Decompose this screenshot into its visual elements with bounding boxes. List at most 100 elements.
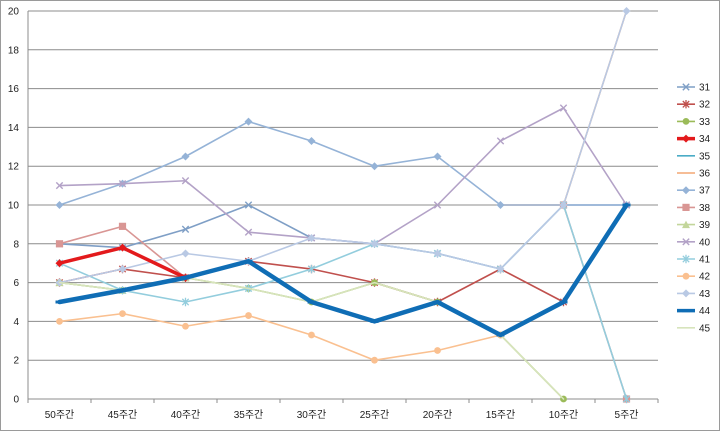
- data-point-38: [118, 222, 127, 230]
- data-point-31: [244, 201, 253, 209]
- legend-label: 32: [699, 100, 711, 111]
- data-point-37: [307, 136, 316, 145]
- data-point-37: [181, 152, 190, 161]
- legend-marker: [682, 100, 690, 109]
- data-point-43: [622, 7, 631, 15]
- legend-item-31: 31: [677, 83, 711, 94]
- legend-label: 39: [699, 220, 711, 231]
- data-point-31: [181, 225, 190, 233]
- data-point-38: [55, 240, 64, 248]
- data-point-44: [370, 319, 379, 323]
- data-point-43: [118, 265, 127, 274]
- legend-item-34: 34: [677, 134, 711, 145]
- legend-marker: [682, 186, 690, 195]
- data-point-41: [622, 394, 631, 404]
- data-point-42: [245, 312, 252, 319]
- series-layer: [55, 7, 631, 404]
- x-tick-label: 15주간: [486, 409, 516, 421]
- y-tick-label: 16: [8, 84, 20, 95]
- x-tick-label: 35주간: [234, 409, 264, 421]
- legend-label: 37: [699, 186, 711, 197]
- series-line-44: [57, 202, 629, 338]
- data-point-37: [370, 162, 379, 171]
- legend-label: 45: [699, 323, 711, 334]
- y-tick-label: 8: [13, 239, 19, 250]
- series-44: [55, 202, 631, 338]
- data-point-42: [119, 310, 126, 318]
- legend-item-41: 41: [677, 255, 711, 266]
- data-point-40: [496, 137, 505, 145]
- data-point-42: [434, 347, 441, 354]
- series-31: [55, 201, 631, 273]
- y-tick-label: 6: [13, 278, 19, 289]
- y-tick-label: 14: [8, 123, 20, 134]
- x-tick-label: 30주간: [297, 409, 327, 421]
- x-tick-label: 25주간: [360, 409, 390, 421]
- legend-item-40: 40: [677, 237, 711, 248]
- legend-marker: [682, 272, 690, 280]
- legend-label: 35: [699, 151, 711, 162]
- data-point-44: [622, 203, 631, 207]
- data-point-41: [181, 297, 190, 307]
- data-point-44: [307, 300, 316, 304]
- legend-marker: [682, 254, 690, 264]
- data-point-44: [55, 300, 64, 304]
- data-point-37: [496, 201, 505, 209]
- legend-marker: [682, 238, 690, 246]
- legend-label: 40: [699, 237, 711, 248]
- series-43: [55, 7, 631, 287]
- legend-item-37: 37: [677, 186, 711, 197]
- series-line-42: [58, 312, 502, 362]
- data-point-40: [118, 179, 127, 188]
- legend-item-35: 35: [677, 151, 711, 162]
- data-point-43: [181, 249, 190, 258]
- data-point-42: [182, 322, 189, 330]
- legend-item-36: 36: [677, 169, 711, 180]
- series-line-37: [58, 120, 628, 206]
- y-axis: 0 2 4 6 8 10 12 14 16 18 20: [8, 7, 29, 406]
- legend-label: 41: [699, 255, 711, 266]
- data-point-44: [433, 300, 442, 304]
- data-point-41: [307, 264, 316, 274]
- data-point-37: [55, 201, 64, 209]
- y-tick-label: 12: [8, 162, 20, 173]
- legend-label: 42: [699, 272, 711, 283]
- legend-item-32: 32: [677, 100, 711, 111]
- series-line-35: [58, 260, 502, 336]
- data-point-37: [244, 117, 253, 126]
- legend-item-38: 38: [677, 203, 711, 214]
- data-point-42: [56, 318, 63, 325]
- data-point-40: [559, 104, 568, 112]
- y-tick-label: 4: [13, 317, 19, 328]
- legend-marker: [682, 134, 690, 143]
- grid-lines: [28, 10, 658, 400]
- x-tick-label: 50주간: [45, 409, 75, 421]
- legend-marker: [682, 220, 690, 229]
- series-42: [56, 310, 504, 364]
- data-point-44: [559, 300, 568, 304]
- x-axis: 50주간 45주간 40주간 35주간 30주간 25주간 20주간 15주간 10주간 5주간: [27, 399, 659, 421]
- data-point-43: [433, 249, 442, 258]
- x-tick-label: 45주간: [108, 409, 138, 421]
- data-point-43: [370, 239, 379, 248]
- series-35: [58, 260, 502, 336]
- legend-label: 44: [699, 306, 711, 317]
- legend-marker: [682, 118, 690, 125]
- series-line-41: [58, 204, 628, 400]
- x-tick-label: 5주간: [615, 409, 639, 421]
- series-41: [55, 200, 631, 404]
- legend-label: 38: [699, 203, 711, 214]
- legend-item-43: 43: [677, 289, 711, 300]
- data-point-40: [55, 181, 64, 190]
- legend-marker: [682, 289, 690, 298]
- data-point-34: [55, 259, 64, 268]
- data-point-43: [496, 265, 505, 274]
- y-tick-label: 20: [8, 7, 20, 18]
- data-point-37: [433, 152, 442, 161]
- data-point-44: [496, 333, 505, 337]
- data-point-43: [307, 233, 316, 242]
- data-point-44: [118, 288, 127, 292]
- legend-label: 31: [699, 83, 711, 94]
- x-tick-label: 10주간: [549, 409, 579, 421]
- y-tick-label: 18: [8, 45, 20, 56]
